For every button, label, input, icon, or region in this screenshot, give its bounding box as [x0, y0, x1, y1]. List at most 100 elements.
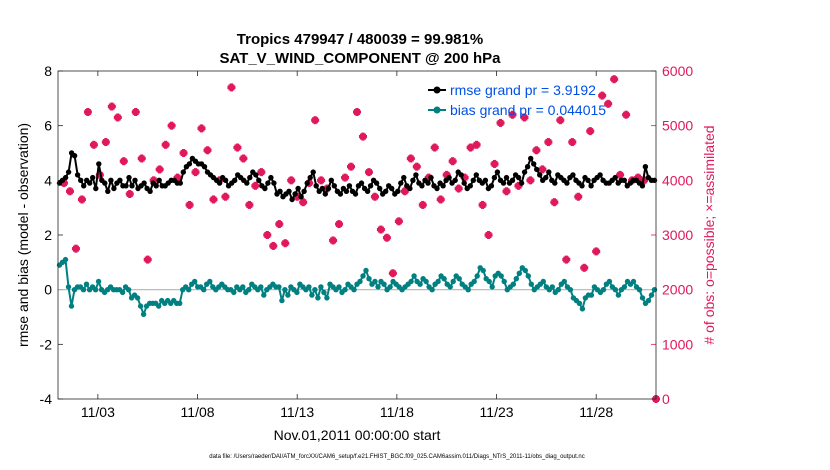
bias-point [540, 278, 546, 285]
rmse-point [543, 174, 549, 181]
obs-assimilated-marker [245, 200, 254, 209]
obs-marker-core [479, 201, 486, 208]
obs-marker-core [132, 109, 139, 115]
obs-assimilated-marker [508, 110, 517, 119]
rmse-point [90, 174, 96, 181]
rmse-point [537, 172, 543, 178]
x-tick-label: 11/18 [380, 404, 414, 420]
obs-assimilated-marker [155, 165, 164, 174]
rmse-point [518, 180, 525, 186]
rmse-point [74, 172, 81, 178]
obs-marker-core [575, 193, 582, 200]
obs-marker-core [593, 248, 600, 255]
rmse-point [410, 177, 416, 183]
bias-point [366, 276, 372, 282]
obs-marker-core [120, 158, 127, 165]
obs-assimilated-marker [161, 140, 170, 149]
bias-point [588, 292, 595, 298]
rmse-point [289, 196, 295, 203]
obs-marker-core [216, 177, 223, 184]
legend-bias-label: bias grand pr = 0.044015 [450, 102, 606, 118]
obs-marker-core [252, 182, 259, 189]
rmse-point [352, 191, 359, 197]
obs-assimilated-marker [562, 255, 571, 264]
rmse-point [503, 174, 510, 181]
plot-frame [57, 70, 657, 400]
obs-assimilated-marker [442, 170, 451, 179]
obs-marker-core [395, 218, 402, 225]
obs-assimilated-marker [418, 200, 427, 209]
obs-marker-core [533, 147, 540, 154]
obs-assimilated-marker [239, 154, 248, 163]
rmse-point [147, 188, 153, 194]
obs-assimilated-marker [382, 233, 391, 242]
bias-point [62, 256, 69, 263]
obs-assimilated-marker [496, 118, 505, 127]
rmse-point [588, 183, 594, 189]
obs-marker-core [84, 109, 91, 115]
obs-marker-core [485, 232, 492, 238]
obs-marker-core [204, 147, 211, 154]
obs-marker-core [545, 139, 552, 146]
obs-assimilated-marker [329, 236, 338, 245]
bias-point [381, 281, 387, 287]
rmse-point [461, 180, 467, 186]
bias-point [513, 276, 519, 282]
rmse-point [579, 183, 585, 189]
obs-assimilated-marker [59, 179, 68, 188]
obs-marker-core [294, 193, 301, 200]
rmse-point [277, 188, 283, 194]
bias-point [435, 278, 441, 285]
bias-point [429, 287, 435, 293]
rmse-point [93, 185, 99, 192]
rmse-point [398, 180, 404, 186]
rmse-point [265, 180, 271, 186]
rmse-point [509, 177, 516, 183]
obs-marker-core [449, 158, 456, 165]
rmse-point [108, 177, 114, 183]
rmse-point [117, 177, 123, 183]
rmse-point [271, 180, 277, 186]
obs-marker-core [599, 92, 606, 99]
obs-assimilated-marker [89, 140, 98, 149]
chart-subtitle: SAT_V_WIND_COMPONENT @ 200 hPa [219, 50, 501, 67]
bias-point [95, 278, 102, 285]
rmse-point [129, 183, 135, 189]
obs-assimilated-marker [598, 91, 607, 100]
rmse-point [313, 183, 319, 189]
rmse-point [419, 183, 425, 189]
bias-point [357, 278, 363, 285]
rmse-point [78, 177, 84, 183]
obs-marker-core [443, 171, 450, 178]
rmse-point [331, 183, 337, 189]
obs-assimilated-marker [227, 83, 236, 92]
obs-marker-core [623, 111, 630, 118]
obs-assimilated-marker [460, 173, 469, 182]
rmse-point [546, 169, 552, 175]
obs-assimilated-marker [203, 146, 212, 155]
obs-marker-core [635, 174, 642, 181]
y-right-tick-label: 5000 [662, 118, 693, 134]
bias-point [522, 267, 528, 274]
y-right-tick-label: 4000 [662, 172, 693, 188]
bias-point [528, 281, 534, 287]
obs-assimilated-marker [281, 239, 290, 248]
obs-assimilated-marker [143, 255, 152, 264]
rmse-point [253, 172, 259, 178]
rmse-point [585, 177, 591, 183]
obs-assimilated-marker [71, 244, 80, 253]
obs-assimilated-marker [514, 181, 523, 190]
bias-point [68, 303, 75, 309]
obs-marker-core [162, 141, 169, 148]
rmse-point [286, 188, 292, 194]
rmse-point [102, 180, 108, 186]
bias-point [606, 278, 613, 285]
rmse-point [247, 174, 253, 181]
rmse-point [470, 177, 476, 183]
obs-assimilated-marker [580, 263, 589, 272]
obs-assimilated-marker [592, 247, 601, 256]
obs-marker-core [503, 188, 510, 195]
chart-title: Tropics 479947 / 480039 = 99.981% [237, 31, 483, 48]
rmse-point [325, 185, 331, 192]
obs-assimilated-marker [173, 173, 182, 182]
